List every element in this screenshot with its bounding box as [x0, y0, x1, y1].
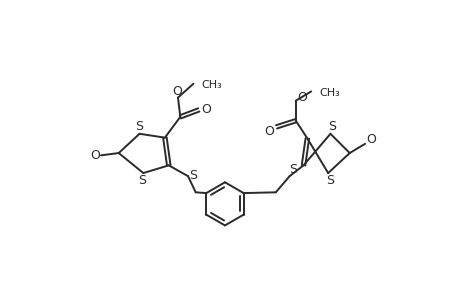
Text: O: O [365, 134, 375, 146]
Text: O: O [297, 91, 306, 104]
Text: O: O [264, 125, 274, 138]
Text: S: S [134, 120, 142, 134]
Text: O: O [172, 85, 182, 98]
Text: O: O [200, 103, 210, 116]
Text: S: S [327, 120, 335, 134]
Text: CH₃: CH₃ [318, 88, 339, 98]
Text: S: S [138, 174, 146, 187]
Text: S: S [325, 174, 333, 187]
Text: S: S [189, 169, 197, 182]
Text: O: O [90, 149, 100, 162]
Text: S: S [288, 164, 296, 176]
Text: CH₃: CH₃ [201, 80, 221, 90]
